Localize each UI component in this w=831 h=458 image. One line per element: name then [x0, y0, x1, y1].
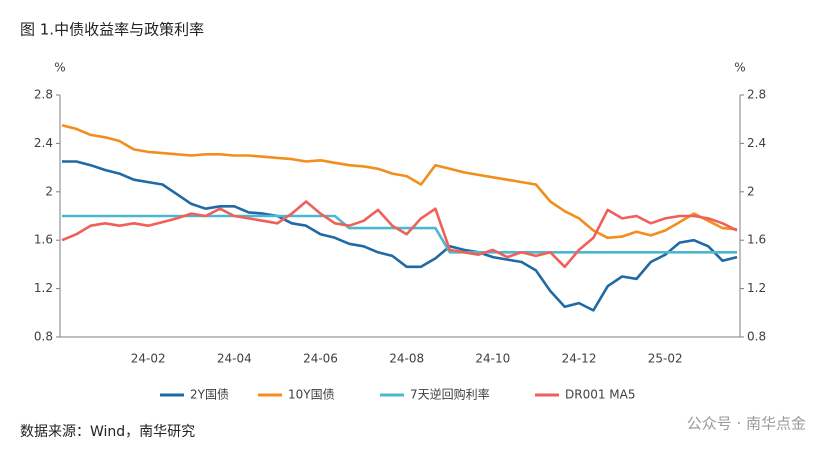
legend-label: DR001 MA5 [565, 388, 636, 402]
x-tick-label: 24-08 [389, 352, 424, 366]
y-unit: % [54, 61, 65, 75]
y-tick-label: 0.8 [34, 330, 53, 344]
y2-tick-label: 1.6 [747, 233, 766, 247]
x-tick-label: 24-12 [562, 352, 597, 366]
y2-tick-label: 0.8 [747, 330, 766, 344]
series-line [62, 214, 737, 254]
source: 数据来源：Wind，南华研究 [20, 424, 195, 440]
y-tick-label: 1.2 [34, 281, 53, 295]
y-tick-label: 2.4 [34, 136, 53, 150]
series-line [61, 200, 738, 269]
y2-tick-label: 2 [747, 184, 755, 198]
x-tick-label: 25-02 [648, 352, 683, 366]
y2-tick-label: 2.8 [747, 88, 766, 102]
y2-unit: % [734, 61, 745, 75]
x-tick-label: 24-02 [131, 352, 166, 366]
y-tick-label: 2.8 [34, 88, 53, 102]
x-tick-label: 24-04 [217, 352, 252, 366]
series-line [62, 160, 738, 312]
chart-title: 图 1.中债收益率与政策利率 [20, 21, 204, 39]
legend-label: 2Y国债 [190, 388, 229, 402]
x-tick-label: 24-06 [303, 352, 338, 366]
x-tick-label: 24-10 [475, 352, 510, 366]
watermark: 公众号 · 南华点金 [687, 415, 806, 433]
y-tick-label: 1.6 [34, 233, 53, 247]
y2-tick-label: 1.2 [747, 281, 766, 295]
legend-label: 10Y国债 [288, 388, 335, 402]
y-tick-label: 2 [45, 184, 53, 198]
series-line [61, 124, 738, 240]
y2-tick-label: 2.4 [747, 136, 766, 150]
legend-label: 7天逆回购利率 [410, 387, 490, 402]
